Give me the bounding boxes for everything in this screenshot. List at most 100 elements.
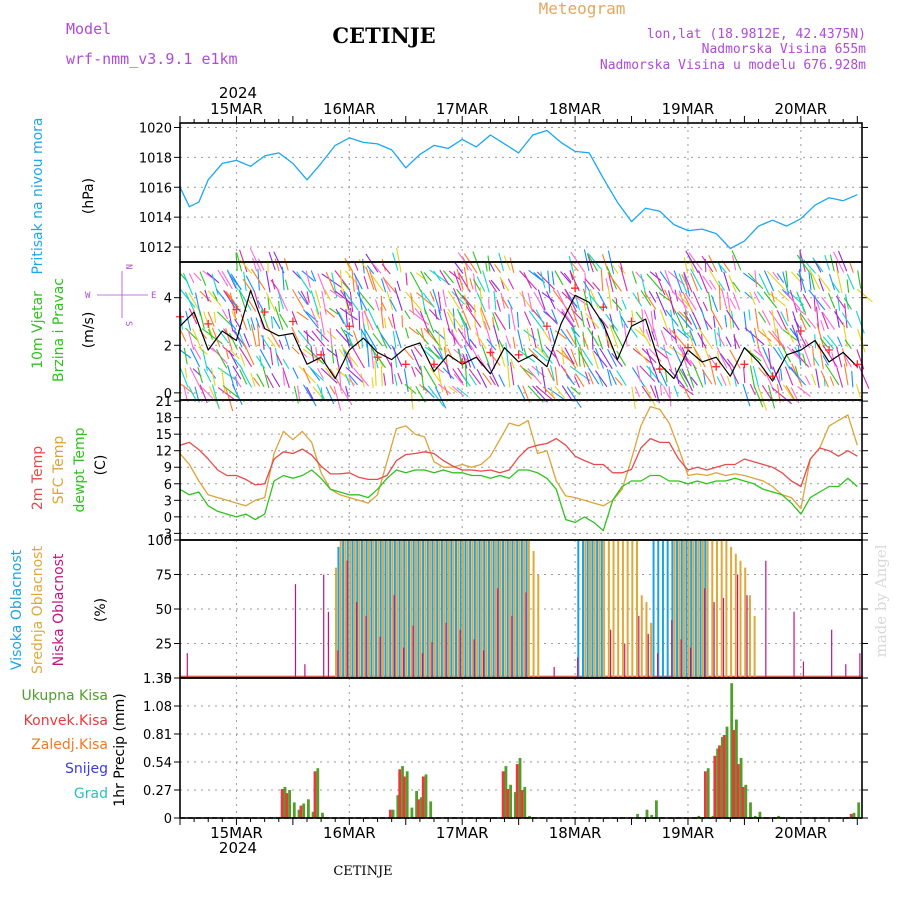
wind-arrow xyxy=(587,327,600,347)
wind-arrow xyxy=(415,272,426,280)
wind-arrow xyxy=(753,385,764,408)
wind-arrow xyxy=(468,368,482,385)
day-label-bottom: 20MAR xyxy=(774,824,827,842)
wind-arrow xyxy=(463,267,469,291)
wind-panel: 0 2 4 xyxy=(164,247,873,412)
wind-arrow xyxy=(782,271,790,297)
ytick-label-0: 1012 xyxy=(139,241,172,256)
wind-arrow xyxy=(302,367,311,384)
top-time-axis: 15MAR 16MAR 17MAR 18MAR 19MAR 20MAR xyxy=(179,100,858,123)
wind-arrow xyxy=(393,373,398,386)
wind-arrow xyxy=(757,329,772,342)
wind-arrow xyxy=(836,336,843,348)
wind-arrow xyxy=(363,276,369,290)
wind-arrow xyxy=(423,365,438,388)
wind-barbs xyxy=(178,247,873,412)
wind-arrow xyxy=(742,383,751,407)
wind-arrow xyxy=(744,327,765,346)
wind-arrow xyxy=(540,271,546,289)
wind-arrow xyxy=(820,370,829,388)
wind-arrow xyxy=(507,364,511,388)
wind-arrow xyxy=(713,315,716,328)
wind-gust-mark xyxy=(514,350,523,359)
wind-arrow xyxy=(335,308,345,325)
precip-total-bar xyxy=(307,799,310,818)
wind-arrow xyxy=(527,368,542,385)
wind-arrow xyxy=(274,258,280,272)
wind-arrow xyxy=(757,386,768,411)
wind-arrow xyxy=(561,311,575,329)
ytick-label-3: 0.81 xyxy=(143,728,172,743)
wind-arrow xyxy=(339,307,358,321)
wind-arrow xyxy=(605,334,613,350)
wind-arrow xyxy=(298,365,316,383)
wind-arrow xyxy=(456,308,466,329)
compass-rose: W E N S xyxy=(85,264,156,326)
wind-arrow xyxy=(268,251,276,271)
sfc-temp-line xyxy=(179,405,858,510)
wind-arrow xyxy=(685,310,688,329)
wind-arrow xyxy=(830,280,840,293)
wind-arrow xyxy=(442,289,447,308)
model-label: Model xyxy=(66,20,111,38)
wind-arrow xyxy=(353,272,363,290)
wind-arrow xyxy=(381,259,386,272)
precip-total-bar xyxy=(725,726,729,818)
wind-arrow xyxy=(345,366,364,383)
wind-arrow xyxy=(729,349,741,369)
wind-arrow xyxy=(466,302,473,313)
wind-arrow xyxy=(489,262,496,272)
wind-arrow xyxy=(320,387,323,401)
wind-arrow xyxy=(631,309,634,320)
wind-arrow xyxy=(396,247,402,273)
wind-arrow xyxy=(797,385,811,397)
wind-arrow xyxy=(469,277,474,290)
wind-arrow xyxy=(284,279,289,291)
wind-arrow xyxy=(608,369,617,386)
precip-conv-bar xyxy=(722,735,726,818)
wind-arrow xyxy=(726,375,731,386)
wind-arrow xyxy=(563,272,572,283)
wind-arrow xyxy=(716,351,721,366)
wind-arrow xyxy=(364,309,370,330)
wind-arrow xyxy=(390,362,394,385)
wind-arrow xyxy=(225,348,230,360)
wind-arrow xyxy=(246,318,252,331)
wind-arrow xyxy=(535,385,553,401)
wind-arrow xyxy=(505,335,512,349)
wind-arrow xyxy=(315,308,321,320)
wind-arrow xyxy=(674,367,680,385)
wind-arrow xyxy=(463,327,467,347)
cloud-unit: (%) xyxy=(93,598,109,622)
wind-arrow xyxy=(791,324,802,348)
wind-arrow xyxy=(719,353,730,367)
wind-arrow xyxy=(549,327,556,345)
wind-arrow xyxy=(488,280,498,293)
wind-arrow xyxy=(320,328,323,341)
wind-arrow xyxy=(204,289,209,302)
wind-arrow xyxy=(452,368,464,384)
wind-arrow xyxy=(369,270,377,292)
precip-conv-bar xyxy=(417,799,420,818)
wind-arrow xyxy=(635,271,645,282)
wind-arrow xyxy=(472,273,477,293)
wind-arrow xyxy=(822,345,838,368)
wind-arrow xyxy=(197,366,204,384)
wind-arrow xyxy=(345,386,349,397)
wind-arrow xyxy=(690,272,699,292)
wind-arrow xyxy=(321,347,326,365)
wind-arrow xyxy=(561,308,575,328)
wind-arrow xyxy=(640,290,652,306)
cloud-low-title: Niska Oblacnost xyxy=(51,553,67,666)
wind-arrow xyxy=(429,291,435,302)
wind-arrow xyxy=(207,311,215,327)
wind-arrow xyxy=(297,329,313,348)
wind-arrow xyxy=(728,307,732,330)
wind-arrow xyxy=(547,270,551,294)
wind-arrow xyxy=(374,360,377,386)
wind-arrow xyxy=(432,288,442,314)
wind-arrow xyxy=(447,290,461,310)
wind-arrow xyxy=(777,290,790,302)
wind-arrow xyxy=(767,385,776,409)
wind-arrow xyxy=(796,254,810,272)
